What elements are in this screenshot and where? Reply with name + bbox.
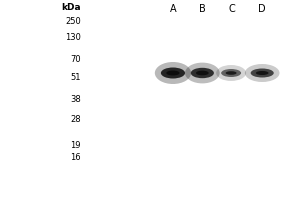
Text: B: B xyxy=(199,4,206,14)
Text: 28: 28 xyxy=(70,116,81,124)
Ellipse shape xyxy=(251,68,274,77)
Text: 70: 70 xyxy=(70,55,81,64)
Ellipse shape xyxy=(245,64,280,82)
Text: 16: 16 xyxy=(70,154,81,162)
Ellipse shape xyxy=(161,68,185,78)
Text: kDa: kDa xyxy=(61,2,81,11)
Text: 250: 250 xyxy=(65,17,81,25)
Ellipse shape xyxy=(196,71,209,75)
Text: C: C xyxy=(228,4,235,14)
Ellipse shape xyxy=(185,63,220,83)
Ellipse shape xyxy=(155,62,191,84)
Text: 38: 38 xyxy=(70,96,81,104)
Text: A: A xyxy=(169,4,176,14)
Text: 130: 130 xyxy=(65,33,81,43)
Ellipse shape xyxy=(166,71,180,75)
Ellipse shape xyxy=(221,69,241,77)
Text: D: D xyxy=(258,4,266,14)
Text: 19: 19 xyxy=(70,140,81,149)
Ellipse shape xyxy=(256,71,268,75)
Ellipse shape xyxy=(216,65,246,81)
Ellipse shape xyxy=(226,71,237,75)
Text: 51: 51 xyxy=(70,73,81,82)
Ellipse shape xyxy=(191,68,214,78)
